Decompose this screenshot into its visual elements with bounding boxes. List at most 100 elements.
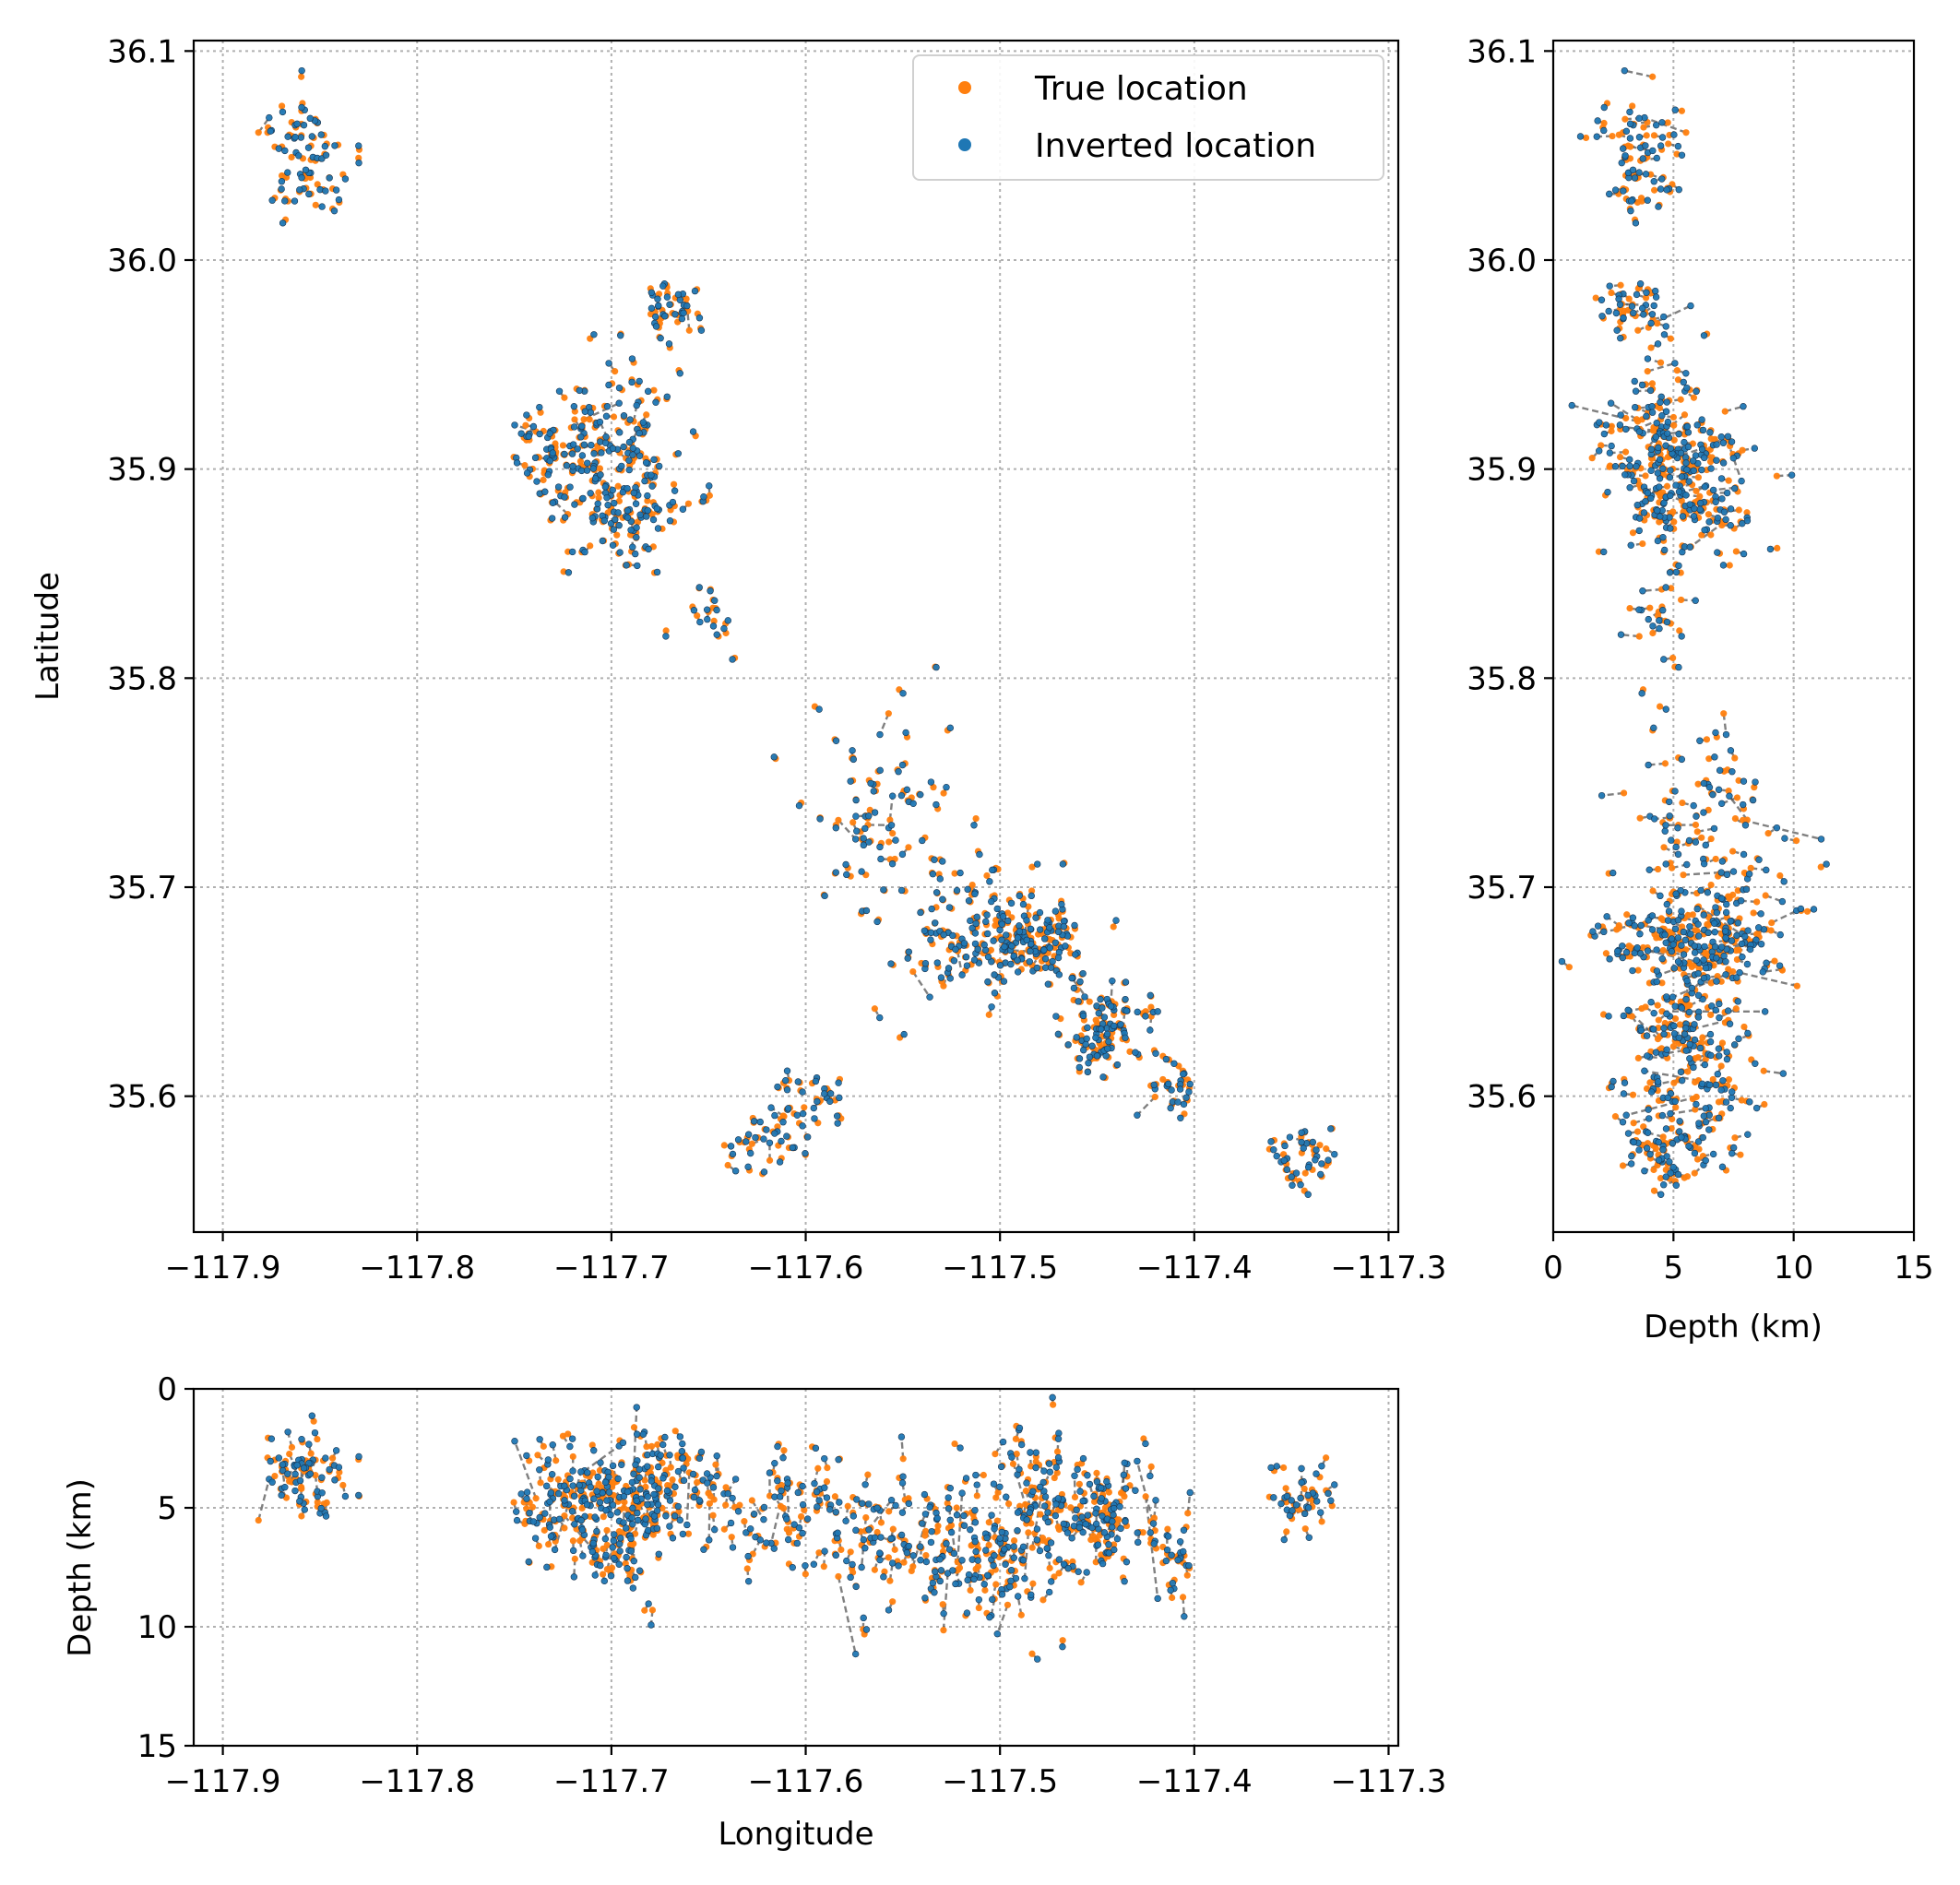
inverted-location-point [1641, 1067, 1648, 1074]
inverted-location-point [615, 522, 623, 529]
inverted-location-point [909, 800, 917, 808]
connector-line [1681, 444, 1714, 456]
inverted-location-point [1280, 1156, 1288, 1165]
inverted-location-point [998, 920, 1006, 928]
true-location-point [1731, 754, 1739, 762]
inverted-location-point [1717, 475, 1726, 482]
inverted-location-point [1662, 822, 1669, 829]
inverted-location-point [1682, 492, 1690, 499]
true-location-point [1625, 942, 1633, 950]
inverted-location-point [1639, 587, 1646, 595]
inverted-location-point [789, 1144, 796, 1152]
inverted-location-point [1726, 1020, 1734, 1027]
inverted-location-point [1628, 197, 1635, 205]
inverted-location-point [1706, 1030, 1715, 1038]
true-location-point [684, 500, 693, 507]
inverted-location-point [984, 978, 992, 986]
true-location-point [1609, 132, 1616, 140]
inverted-location-point [546, 430, 553, 437]
inverted-location-point [1722, 516, 1729, 524]
inverted-location-point [1709, 486, 1717, 494]
inverted-location-point [763, 1126, 770, 1133]
true-location-point [596, 465, 603, 472]
inverted-location-point [1150, 1081, 1158, 1089]
inverted-location-point [1647, 319, 1655, 327]
true-location-point [644, 497, 651, 504]
inverted-location-point [811, 1115, 818, 1122]
inverted-location-point [1593, 133, 1600, 140]
inverted-location-point [1603, 913, 1610, 920]
true-location-point [1681, 1174, 1688, 1181]
inverted-location-point [636, 511, 644, 518]
inverted-location-point [653, 504, 661, 513]
inverted-location-point [1712, 1006, 1719, 1014]
inverted-location-point [1611, 463, 1620, 470]
inverted-location-point [1331, 1150, 1338, 1158]
inverted-location-point [267, 127, 274, 136]
inverted-location-point [1639, 155, 1646, 162]
true-location-point [706, 492, 713, 499]
inverted-location-point [1705, 1126, 1713, 1133]
true-location-point [1665, 140, 1672, 148]
inverted-location-point [1619, 145, 1627, 152]
true-location-point [559, 442, 567, 449]
inverted-location-point [832, 737, 840, 744]
inverted-location-point [1690, 1063, 1697, 1072]
inverted-location-point [601, 439, 610, 446]
map-frame [192, 39, 1400, 1234]
connector-line [956, 951, 964, 976]
inverted-location-point [1728, 937, 1736, 944]
inverted-location-point [1690, 513, 1698, 520]
inverted-location-point [1610, 869, 1617, 877]
inverted-location-point [629, 543, 636, 551]
true-location-point [951, 870, 958, 877]
inverted-location-point [1740, 550, 1748, 558]
true-location-point [1684, 1002, 1692, 1010]
true-location-point [1629, 1091, 1637, 1098]
connector-line [1624, 69, 1653, 78]
map-panel: −117.9 −117.8 −117.7 −117.6 −117.5 −117.4 −117… [30, 33, 1446, 1286]
inverted-location-point [1727, 747, 1735, 754]
inverted-location-point [814, 1097, 821, 1106]
inverted-location-point [1728, 1094, 1736, 1101]
inverted-location-point [1722, 958, 1729, 966]
inverted-location-point [1707, 465, 1715, 472]
inverted-location-point [1648, 926, 1657, 933]
inverted-location-point [1676, 1128, 1683, 1135]
dl-xtick-label: 0 [1543, 1250, 1563, 1286]
inverted-location-point [523, 469, 531, 477]
inverted-location-point [1776, 962, 1784, 969]
true-location-point [1698, 834, 1705, 841]
inverted-location-point [1692, 838, 1700, 846]
inverted-location-point [1105, 1037, 1112, 1046]
inverted-location-point [590, 331, 598, 338]
inverted-location-point [1663, 900, 1670, 908]
inverted-location-point [652, 313, 659, 321]
inverted-location-point [298, 66, 305, 75]
inverted-location-point [767, 1104, 775, 1111]
inverted-location-point [1722, 1098, 1730, 1106]
inverted-location-point [1652, 1049, 1660, 1056]
inverted-location-point [1647, 1088, 1656, 1096]
inverted-location-point [1617, 631, 1625, 638]
inverted-location-point [842, 860, 849, 869]
inverted-location-point [1626, 108, 1633, 116]
inverted-location-point [770, 753, 778, 761]
inverted-location-point [849, 755, 857, 764]
inverted-location-point [1667, 492, 1674, 500]
inverted-location-point [1644, 1052, 1651, 1060]
connector-line [1739, 971, 1798, 988]
inverted-location-point [1653, 420, 1660, 427]
inverted-location-point [695, 584, 703, 591]
inverted-location-point [867, 779, 874, 788]
inverted-location-point [1674, 958, 1682, 966]
map-xtick-label: −117.4 [1136, 1250, 1253, 1286]
true-location-point [1692, 821, 1700, 829]
inverted-location-point [568, 548, 576, 556]
dl-ytick-label: 35.8 [1467, 660, 1537, 697]
inverted-location-point [578, 452, 587, 459]
inverted-location-point [1629, 966, 1636, 975]
true-location-point [1712, 855, 1719, 863]
true-location-point [1656, 404, 1664, 412]
inverted-location-point [1674, 142, 1682, 150]
